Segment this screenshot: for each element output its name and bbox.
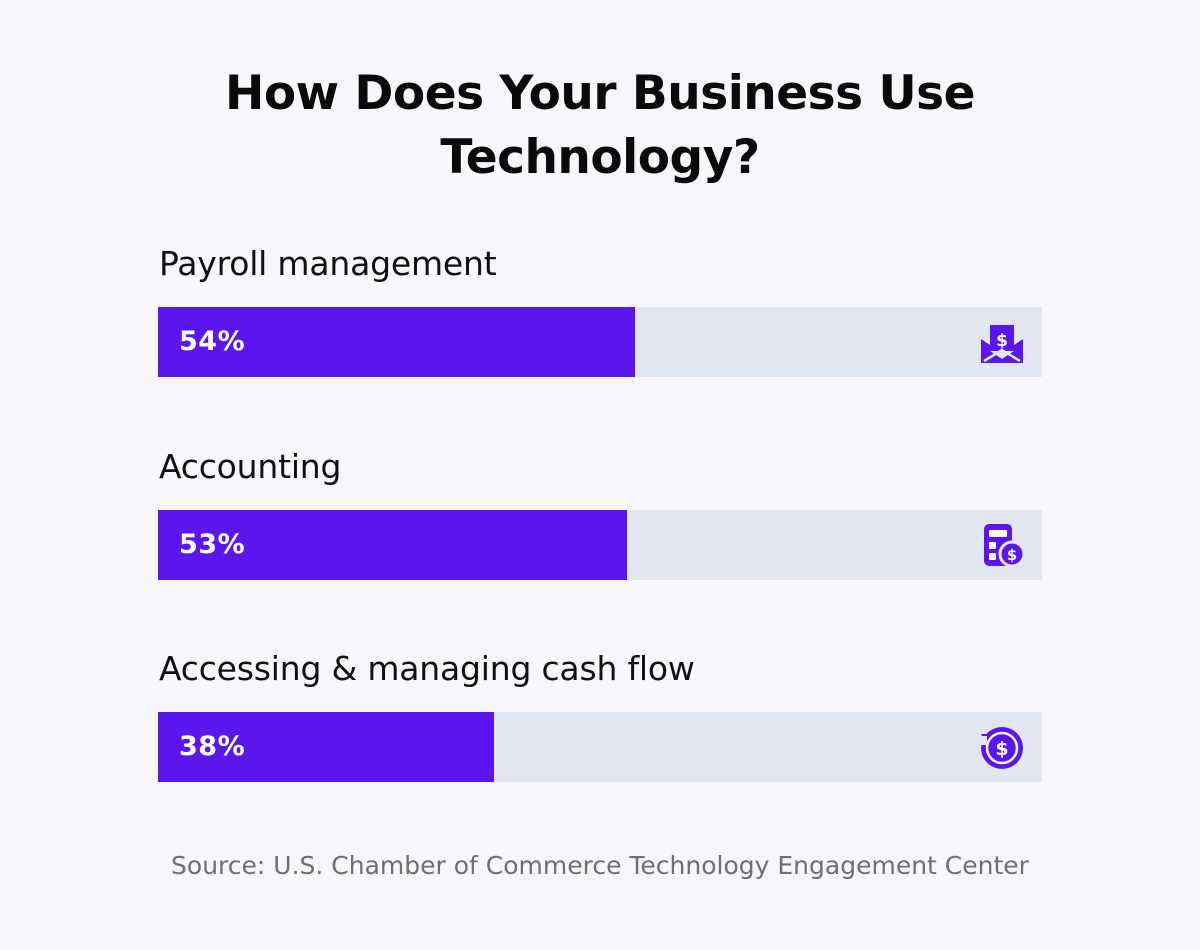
category-label: Payroll management [159,244,497,283]
value-label: 54% [179,326,246,357]
svg-text:$: $ [996,331,1008,351]
payroll-envelope-icon: $ [978,319,1026,367]
bar-track: 38% $ [158,712,1042,782]
cash-flow-cycle-icon: $ [978,724,1026,772]
calculator-dollar-icon: $ [978,522,1026,570]
value-label: 38% [179,731,246,762]
chart-title: How Does Your Business Use Technology? [225,66,975,185]
source-note: Source: U.S. Chamber of Commerce Technol… [171,851,1029,880]
category-label: Accessing & managing cash flow [159,649,695,688]
bar-fill [158,307,635,377]
value-label: 53% [179,529,246,560]
category-label: Accounting [159,447,342,486]
bar-fill [158,510,627,580]
svg-text:$: $ [1007,546,1017,564]
bar-fill [158,712,494,782]
bar-track: 53% $ [158,510,1042,580]
svg-text:$: $ [995,738,1008,760]
bar-track: 54% $ [158,307,1042,377]
